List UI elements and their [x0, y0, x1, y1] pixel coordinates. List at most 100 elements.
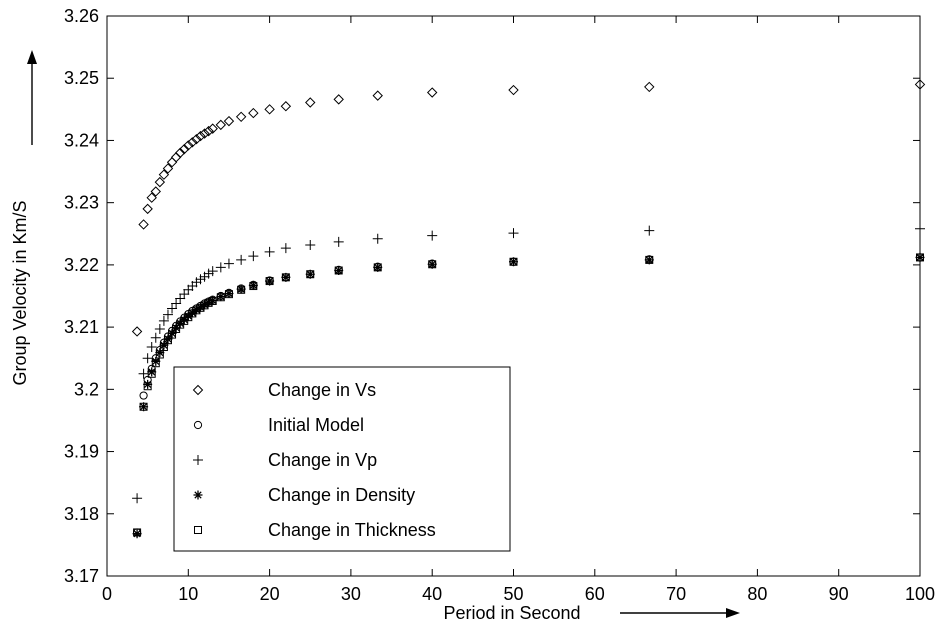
y-tick-label: 3.23	[64, 193, 99, 213]
data-point-star	[236, 284, 246, 294]
data-point-star	[644, 255, 654, 265]
y-tick-label: 3.21	[64, 317, 99, 337]
x-axis-arrow	[620, 608, 740, 618]
data-point-plus	[508, 228, 519, 239]
legend-label: Initial Model	[268, 415, 364, 435]
data-point-star	[509, 257, 518, 267]
data-point-plus	[223, 258, 234, 269]
data-point-star	[183, 311, 193, 321]
data-point-square	[200, 301, 209, 310]
data-point-star	[151, 356, 161, 366]
data-point-star	[305, 269, 315, 279]
data-point-star	[143, 379, 153, 389]
data-point-diamond	[191, 133, 202, 145]
data-point-diamond	[154, 176, 166, 188]
data-point-plus	[207, 266, 218, 277]
data-point-plus	[333, 236, 344, 247]
data-point-plus	[158, 315, 169, 326]
data-point-square	[281, 273, 290, 282]
data-point-star	[132, 529, 142, 539]
data-point-square	[916, 253, 924, 262]
y-axis-arrow	[27, 50, 37, 145]
x-tick-label: 100	[905, 584, 935, 604]
data-point-square	[163, 336, 172, 345]
data-point-diamond	[426, 87, 438, 98]
axis-ticks: 0 10 20 30 40 50 60 70 80 90 100 3.17 3.18 3.19 3.2 3.2…	[64, 6, 935, 604]
legend-label: Change in Thickness	[268, 520, 436, 540]
data-point-square	[428, 260, 437, 269]
data-point-square	[373, 263, 382, 272]
data-point-diamond	[914, 79, 926, 90]
y-tick-label: 3.18	[64, 504, 99, 524]
data-point-diamond	[248, 107, 259, 119]
data-point-square	[645, 255, 654, 264]
data-point-square	[204, 298, 213, 307]
data-point-square	[147, 369, 156, 378]
data-point-diamond	[280, 101, 292, 112]
data-point-star	[139, 402, 149, 412]
x-tick-label: 30	[341, 584, 361, 604]
data-point-plus	[132, 493, 143, 504]
data-point-star	[175, 318, 185, 328]
data-point-square	[216, 293, 225, 302]
data-point-diamond	[508, 84, 519, 96]
data-point-diamond	[174, 147, 186, 159]
y-tick-label: 3.17	[64, 566, 99, 586]
data-point-star	[281, 272, 291, 282]
data-markers	[131, 79, 926, 539]
legend-marker-circle	[193, 420, 203, 430]
legend-label: Change in Vp	[268, 450, 377, 470]
data-point-square	[249, 282, 258, 291]
data-point-plus	[195, 274, 206, 285]
data-point-plus	[215, 262, 226, 273]
data-point-diamond	[644, 81, 655, 93]
data-point-square	[172, 324, 181, 333]
legend-marker-plus	[193, 455, 203, 465]
y-tick-label: 3.2	[74, 379, 99, 399]
data-point-diamond	[305, 97, 316, 108]
data-point-diamond	[179, 143, 190, 155]
data-point-diamond	[150, 186, 161, 197]
data-point-plus	[203, 268, 214, 279]
data-point-plus	[167, 303, 178, 314]
series-square	[133, 253, 924, 537]
data-point-plus	[305, 239, 316, 250]
series-plus	[132, 223, 925, 504]
x-tick-label: 0	[102, 584, 112, 604]
data-point-square	[155, 350, 164, 359]
legend-label: Change in Vs	[268, 380, 376, 400]
data-point-square	[143, 382, 152, 391]
data-point-diamond	[215, 119, 227, 131]
data-point-plus	[179, 289, 190, 300]
data-point-square	[151, 359, 160, 368]
data-point-star	[200, 300, 210, 310]
data-point-diamond	[207, 123, 218, 134]
data-point-square	[139, 402, 148, 411]
data-point-star	[191, 305, 201, 315]
data-point-diamond	[142, 203, 153, 215]
data-point-star	[427, 259, 437, 269]
data-point-plus	[280, 243, 291, 254]
legend-marker-star	[193, 490, 203, 500]
x-tick-label: 60	[585, 584, 605, 604]
legend-label: Change in Density	[268, 485, 415, 505]
data-point-star	[187, 308, 197, 318]
data-point-diamond	[162, 163, 174, 174]
data-point-plus	[142, 353, 153, 364]
data-point-diamond	[187, 137, 198, 148]
data-point-diamond	[203, 125, 214, 137]
data-point-square	[334, 266, 343, 275]
data-point-star	[147, 367, 157, 377]
data-point-plus	[162, 309, 173, 320]
data-point-plus	[171, 298, 182, 309]
series-diamond	[131, 79, 926, 337]
data-point-star	[179, 315, 189, 325]
data-point-circle	[139, 391, 148, 400]
data-point-star	[204, 297, 214, 307]
data-point-square	[159, 343, 168, 352]
x-tick-label: 70	[666, 584, 686, 604]
data-point-star	[159, 340, 169, 350]
y-tick-label: 3.26	[64, 6, 99, 26]
y-tick-label: 3.25	[64, 68, 99, 88]
